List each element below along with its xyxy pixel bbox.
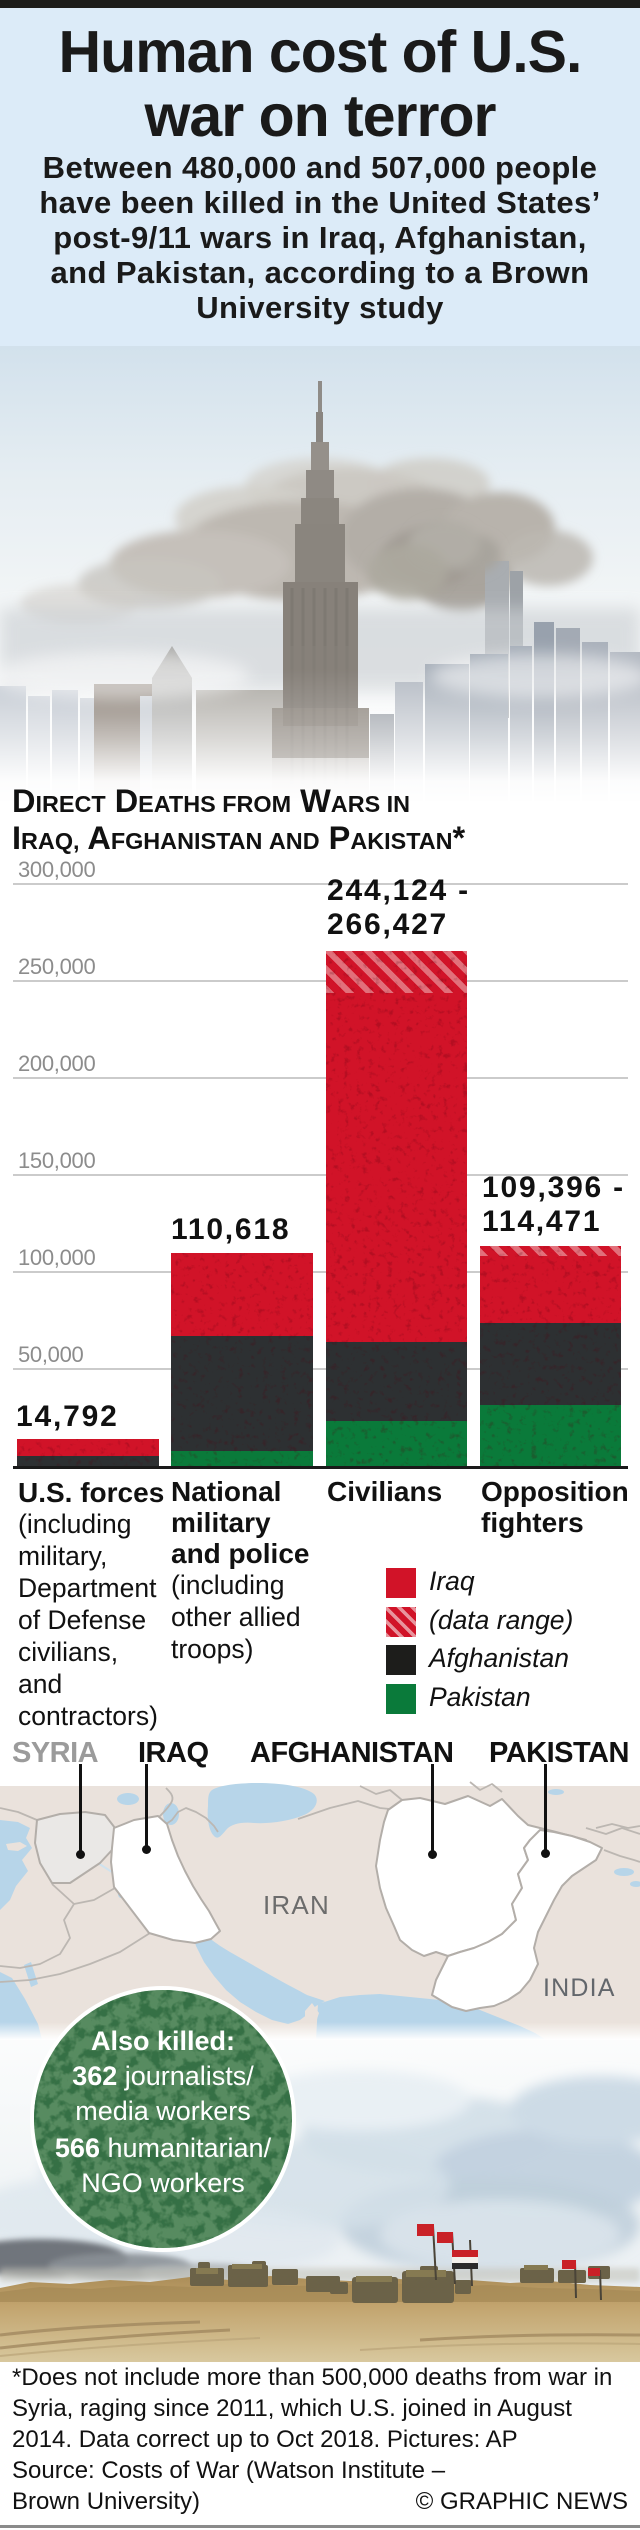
svg-text:IRAN: IRAN [263,1890,330,1920]
svg-text:INDIA: INDIA [543,1974,616,2002]
